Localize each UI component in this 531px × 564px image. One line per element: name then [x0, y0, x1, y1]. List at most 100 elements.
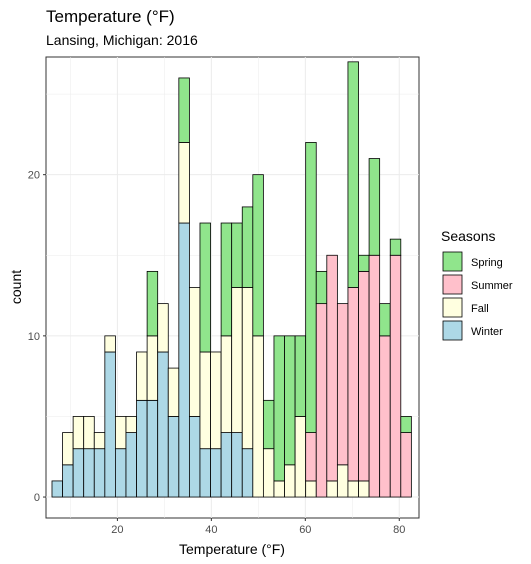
chart-subtitle: Lansing, Michigan: 2016 — [46, 32, 198, 48]
bar-segment-spring — [252, 174, 264, 337]
y-tick-label: 20 — [28, 170, 40, 182]
bar-segment-winter — [93, 448, 106, 498]
bar-segment-spring — [389, 238, 402, 256]
y-tick-label: 0 — [34, 492, 40, 504]
legend-label-spring: Spring — [471, 257, 503, 269]
bar-segment-spring — [178, 77, 190, 143]
bar-segment-winter — [62, 464, 74, 498]
legend-swatch-summer — [442, 274, 463, 295]
y-axis-ticks: 0 10 20 — [28, 170, 46, 504]
bar-segment-fall — [273, 480, 285, 498]
legend-label-summer: Summer — [471, 280, 513, 292]
chart-title: Temperature (°F) — [46, 7, 175, 26]
bar-segment-spring — [199, 222, 211, 353]
bar-segment-winter — [115, 448, 127, 498]
bar-segment-fall — [115, 416, 127, 450]
bar-segment-winter — [157, 351, 169, 498]
bar-segment-spring — [358, 254, 370, 272]
bar-segment-summer — [305, 432, 317, 482]
bar-segment-fall — [125, 416, 137, 433]
bar-segment-fall — [93, 432, 106, 450]
bar-segment-winter — [188, 416, 201, 498]
bar-segment-summer — [326, 254, 338, 482]
bar-segment-summer — [315, 303, 328, 498]
bar-segment-fall — [157, 303, 169, 353]
bar-segment-winter — [72, 448, 85, 498]
bar-segment-winter — [167, 416, 180, 498]
bar-segment-summer — [379, 335, 391, 498]
bar-segment-spring — [146, 270, 159, 337]
bar-segment-fall — [146, 335, 159, 401]
bar-segment-fall — [167, 367, 180, 417]
bar-segment-summer — [347, 287, 359, 482]
bar-segment-spring — [220, 222, 233, 337]
bar-segment-winter — [146, 399, 159, 498]
bar-segment-fall — [188, 287, 201, 417]
bar-segment-winter — [220, 432, 233, 498]
bar-segment-fall — [358, 480, 370, 498]
bar-segment-spring — [273, 335, 285, 482]
bar-segment-fall — [336, 464, 349, 498]
bar-segment-spring — [379, 303, 391, 337]
bar-segment-fall — [241, 287, 254, 450]
bar-segment-fall — [347, 480, 359, 498]
bar-segment-fall — [326, 480, 338, 498]
x-axis-ticks: 20 40 60 80 — [111, 518, 405, 536]
bar-segment-fall — [305, 480, 317, 498]
bar-segment-summer — [368, 254, 381, 498]
bar-segment-winter — [231, 432, 243, 498]
bar-segment-spring — [262, 399, 275, 450]
bar-segment-fall — [231, 287, 243, 433]
x-tick-label: 60 — [299, 524, 311, 536]
bar-segment-winter — [210, 448, 222, 498]
bar-segment-fall — [178, 142, 190, 224]
bar-segment-fall — [136, 351, 148, 401]
x-axis-label: Temperature (°F) — [179, 541, 285, 557]
legend-label-winter: Winter — [471, 326, 503, 338]
bar-segment-summer — [358, 270, 370, 482]
legend-swatch-spring — [442, 251, 463, 272]
bar-segment-fall — [210, 351, 222, 450]
bar-segment-winter — [136, 399, 148, 498]
bar-segment-winter — [178, 222, 190, 498]
bar-segment-fall — [199, 351, 211, 450]
bar-segment-summer — [389, 254, 402, 498]
bar-segment-spring — [368, 158, 381, 256]
bar-segment-fall — [294, 416, 307, 498]
bar-segment-fall — [220, 335, 233, 433]
bar-segment-fall — [72, 416, 85, 450]
bar-segment-summer — [336, 303, 349, 466]
bar-segment-fall — [284, 464, 296, 498]
bar-segment-spring — [305, 142, 317, 433]
bars — [51, 61, 412, 498]
legend: Seasons Spring Summer Fall Winter — [441, 228, 513, 341]
bar-segment-fall — [83, 416, 95, 450]
x-tick-label: 80 — [393, 524, 405, 536]
bar-segment-fall — [104, 335, 116, 353]
bar-segment-spring — [294, 335, 307, 417]
bar-segment-winter — [241, 448, 254, 498]
y-tick-label: 10 — [28, 331, 40, 343]
bar-segment-spring — [241, 206, 254, 288]
legend-swatch-winter — [442, 320, 463, 341]
x-tick-label: 40 — [205, 524, 217, 536]
x-tick-label: 20 — [111, 524, 123, 536]
bar-segment-spring — [284, 335, 296, 466]
bar-segment-fall — [62, 432, 74, 466]
bar-segment-winter — [199, 448, 211, 498]
bar-segment-spring — [231, 222, 243, 288]
legend-swatch-fall — [442, 297, 463, 318]
bar-segment-summer — [400, 432, 412, 498]
bar-segment-fall — [262, 448, 275, 498]
bar-segment-winter — [125, 432, 137, 498]
bar-segment-spring — [400, 416, 412, 433]
legend-title: Seasons — [441, 228, 495, 244]
bar-segment-fall — [252, 335, 264, 498]
bar-segment-spring — [315, 270, 328, 305]
bar-segment-winter — [104, 351, 116, 498]
bar-segment-winter — [83, 448, 95, 498]
y-axis-label: count — [8, 270, 24, 304]
bar-segment-winter — [51, 480, 63, 498]
bar-segment-spring — [347, 61, 359, 288]
